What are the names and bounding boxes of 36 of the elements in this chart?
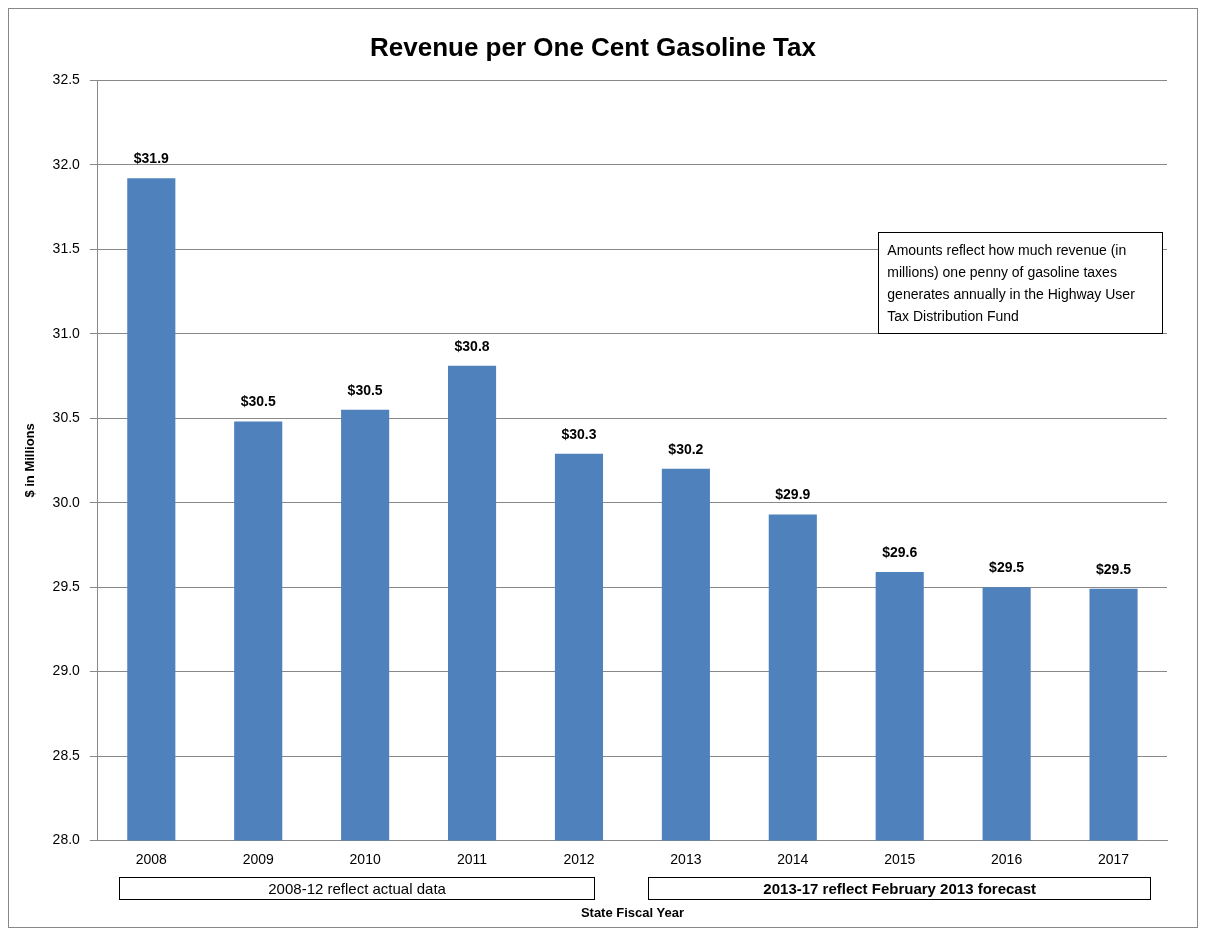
x-tick-label: 2014: [777, 850, 809, 867]
y-tick-label: 32.5: [52, 71, 81, 88]
x-tick-label: 2012: [563, 850, 595, 867]
text: 2013-17 reflect February 2013 forecast: [648, 876, 1151, 900]
data-label: $30.5: [347, 381, 383, 398]
y-tick-label: 32.0: [52, 155, 81, 172]
data-label: $30.2: [668, 440, 704, 457]
text: 2008-12 reflect actual data: [119, 876, 595, 900]
data-label: $31.9: [133, 150, 170, 167]
data-label: $30.3: [561, 425, 597, 442]
x-tick-label: 2016: [991, 850, 1023, 867]
x-tick-label: 2013: [670, 850, 702, 867]
y-axis-title: $ in Millions: [22, 423, 38, 498]
data-label: $29.5: [989, 558, 1025, 575]
y-tick-label: 31.5: [52, 240, 81, 257]
data-label: $29.6: [882, 543, 918, 560]
y-tick-label: 31.0: [52, 324, 81, 341]
x-tick-label: 2008: [135, 850, 168, 867]
x-axis-title: State Fiscal Year: [580, 904, 684, 920]
annotation: Amounts reflect how much revenue (in millions) one penny of gasoline taxes generates annually in the Highway User Tax Distribution Fund: [878, 232, 1164, 335]
x-tick-label: 2011: [457, 850, 488, 867]
y-tick-label: 30.5: [52, 409, 81, 426]
x-tick-label: 2009: [242, 850, 274, 867]
y-tick-label: 29.0: [52, 662, 81, 679]
data-label: $29.5: [1096, 560, 1132, 577]
data-label: $30.5: [240, 393, 276, 410]
y-tick-label: 28.0: [52, 831, 81, 848]
y-tick-label: 29.5: [52, 577, 81, 594]
chart-title: Revenue per One Cent Gasoline Tax: [370, 31, 817, 62]
data-label: $30.8: [454, 337, 490, 354]
y-tick-label: 28.5: [52, 746, 81, 763]
x-tick-label: 2015: [884, 850, 916, 867]
x-tick-label: 2017: [1097, 850, 1130, 867]
x-tick-label: 2010: [349, 850, 381, 867]
data-label: $29.9: [775, 486, 811, 503]
y-tick-label: 30.0: [52, 493, 81, 510]
